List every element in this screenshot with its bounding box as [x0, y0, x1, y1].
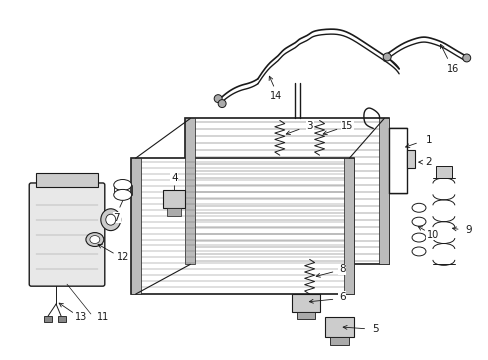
Text: 15: 15 [341, 121, 353, 131]
Circle shape [383, 53, 390, 61]
Text: 1: 1 [425, 135, 431, 145]
FancyBboxPatch shape [29, 183, 104, 286]
Text: 5: 5 [371, 324, 378, 334]
Ellipse shape [105, 214, 116, 225]
Bar [291, 294, 319, 312]
Bar [185, 118, 388, 264]
Text: 13: 13 [75, 312, 87, 322]
Ellipse shape [411, 217, 425, 226]
Text: 14: 14 [269, 91, 282, 101]
Bar [406, 150, 414, 168]
Text: 11: 11 [97, 312, 109, 322]
Bar [296, 312, 314, 319]
Text: 12: 12 [116, 252, 129, 262]
Bar [167, 208, 181, 216]
Text: 8: 8 [339, 264, 345, 274]
Text: 2: 2 [425, 157, 431, 167]
Bar [130, 158, 141, 294]
Text: 4: 4 [171, 173, 177, 183]
Ellipse shape [411, 233, 425, 242]
Bar [36, 173, 98, 187]
Text: 16: 16 [446, 64, 458, 74]
Circle shape [214, 95, 222, 103]
Bar [388, 129, 406, 193]
Bar [324, 317, 354, 337]
Circle shape [218, 100, 225, 108]
Text: 10: 10 [426, 230, 438, 239]
Circle shape [462, 54, 470, 62]
Ellipse shape [101, 209, 121, 231]
Bar [344, 158, 354, 294]
Text: 7: 7 [113, 213, 120, 223]
Ellipse shape [86, 233, 103, 247]
Ellipse shape [411, 247, 425, 256]
Ellipse shape [90, 235, 100, 243]
Ellipse shape [114, 189, 131, 201]
Bar [130, 158, 354, 294]
Bar [163, 190, 185, 208]
Bar [379, 118, 388, 264]
Text: 6: 6 [339, 292, 345, 302]
Bar [435, 166, 451, 178]
Text: 3: 3 [305, 121, 312, 131]
Bar [185, 118, 195, 264]
Ellipse shape [114, 180, 131, 190]
Bar [329, 337, 349, 345]
Bar [44, 316, 52, 322]
Ellipse shape [411, 203, 425, 212]
Text: 9: 9 [465, 225, 471, 235]
Bar [58, 316, 66, 322]
